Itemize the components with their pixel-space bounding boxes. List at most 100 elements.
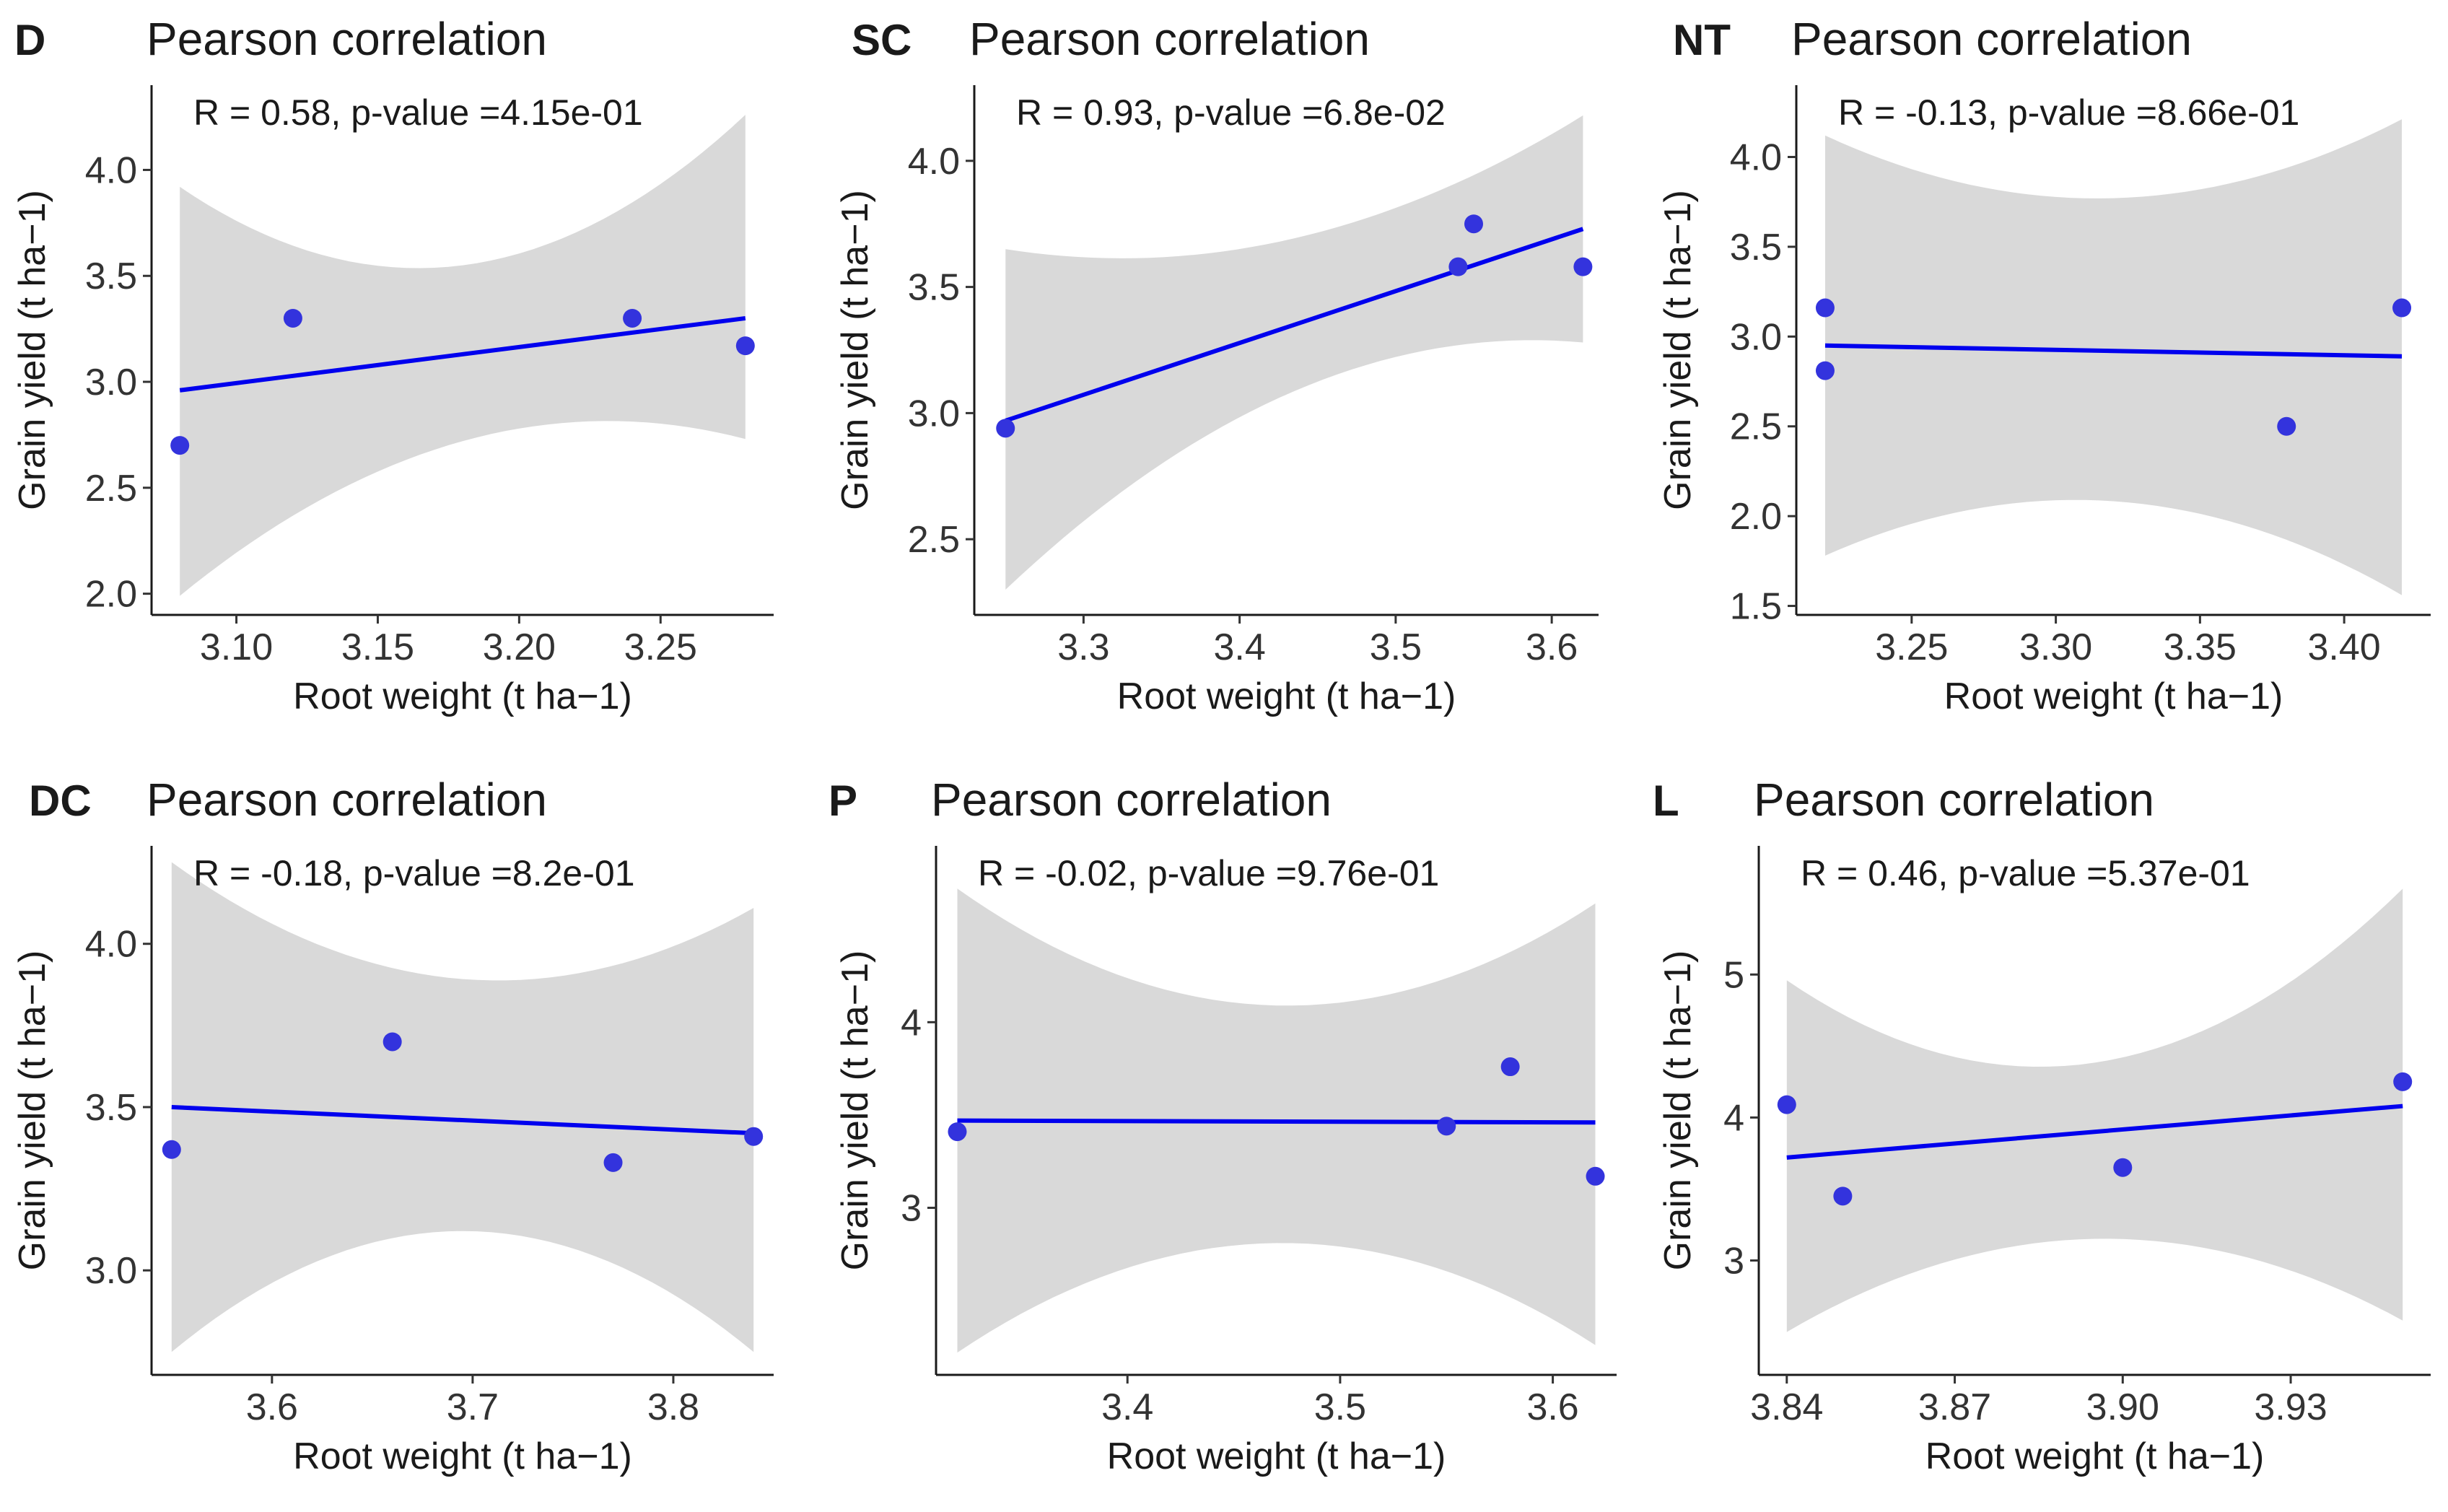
y-tick-label: 2.5	[908, 519, 960, 561]
data-point	[1573, 257, 1593, 276]
x-tick-label: 3.5	[1370, 626, 1422, 668]
y-tick-label: 3.0	[1730, 316, 1782, 358]
panel-letter: D	[14, 16, 45, 64]
data-point	[1586, 1166, 1605, 1186]
x-tick-label: 3.8	[647, 1386, 699, 1428]
data-point	[1815, 361, 1835, 380]
x-tick-label: 3.93	[2254, 1386, 2327, 1428]
x-tick-label: 3.7	[447, 1386, 499, 1428]
stat-annotation: R = -0.13, p-value =8.66e-01	[1838, 92, 2299, 133]
y-tick-label: 3.5	[85, 1087, 137, 1129]
data-point	[1448, 257, 1468, 276]
x-axis-label: Root weight (t ha−1)	[293, 676, 632, 717]
y-axis-label: Grain yield (t ha−1)	[1657, 190, 1699, 510]
confidence-band	[1825, 119, 2402, 595]
x-tick-label: 3.15	[341, 626, 414, 668]
confidence-band	[171, 862, 754, 1353]
regression-line	[1786, 1104, 2403, 1160]
x-tick-label: 3.25	[624, 626, 697, 668]
panel-l: L Pearson correlation 3.84 3.87 3.90 3.93 3 4 5 R…	[1653, 774, 2431, 1477]
confidence-band	[1786, 888, 2403, 1332]
x-tick-label: 3.4	[1101, 1386, 1153, 1428]
data-point	[1437, 1116, 1456, 1136]
panel-letter: DC	[29, 777, 92, 825]
y-axis-label: Grain yield (t ha−1)	[12, 190, 53, 510]
x-tick-label: 3.40	[2308, 626, 2381, 668]
y-tick-label: 5	[1723, 954, 1744, 996]
data-point	[162, 1140, 181, 1159]
panel-title: Pearson correlation	[147, 774, 547, 826]
panel-title: Pearson correlation	[931, 774, 1332, 826]
stat-annotation: R = -0.02, p-value =9.76e-01	[978, 853, 1439, 893]
x-tick-label: 3.30	[2019, 626, 2092, 668]
x-axis-label: Root weight (t ha−1)	[1107, 1435, 1446, 1477]
x-tick-label: 3.84	[1750, 1386, 1823, 1428]
data-point	[283, 308, 302, 328]
panel-letter: SC	[852, 16, 912, 64]
y-tick-label: 4.0	[908, 141, 960, 183]
x-axis-label: Root weight (t ha−1)	[1944, 676, 2283, 717]
data-point	[1777, 1095, 1796, 1114]
panel-d: D Pearson correlation 3.10 3.15 3.20 3.25 2.0 2…	[12, 13, 774, 717]
y-tick-label: 3.0	[908, 393, 960, 434]
y-tick-label: 2.0	[85, 574, 137, 616]
x-tick-label: 3.4	[1213, 626, 1265, 668]
data-point	[996, 419, 1015, 438]
panel-dc: DC Pearson correlation 3.6 3.7 3.8 3.0 3.5 4.0 R…	[12, 774, 774, 1477]
y-tick-label: 3	[901, 1188, 922, 1230]
x-tick-label: 3.3	[1057, 626, 1109, 668]
panel-letter: P	[829, 777, 857, 825]
data-point	[2393, 1072, 2413, 1091]
panel-title: Pearson correlation	[1754, 774, 2154, 826]
x-tick-label: 3.10	[200, 626, 273, 668]
data-point	[170, 436, 190, 455]
data-point	[1500, 1057, 1520, 1077]
data-point	[2277, 416, 2296, 436]
y-tick-label: 4.0	[85, 149, 137, 191]
data-point	[2392, 298, 2412, 318]
stat-annotation: R = 0.93, p-value =6.8e-02	[1016, 92, 1446, 133]
panel-title: Pearson correlation	[1791, 13, 2192, 65]
regression-line	[1824, 343, 2403, 359]
y-tick-label: 3.5	[1730, 227, 1782, 268]
y-tick-label: 3.0	[85, 1250, 137, 1292]
y-tick-label: 2.5	[85, 468, 137, 510]
y-axis-label: Grain yield (t ha−1)	[1657, 951, 1699, 1271]
panel-letter: L	[1653, 777, 1679, 825]
regression-line	[957, 1118, 1596, 1125]
data-point	[744, 1127, 764, 1146]
x-axis-label: Root weight (t ha−1)	[1117, 676, 1456, 717]
y-tick-label: 3	[1723, 1241, 1744, 1282]
y-tick-label: 3.5	[908, 267, 960, 309]
x-tick-label: 3.35	[2164, 626, 2237, 668]
stat-annotation: R = 0.58, p-value =4.15e-01	[193, 92, 643, 133]
y-axis-label: Grain yield (t ha−1)	[834, 951, 876, 1271]
panel-title: Pearson correlation	[147, 13, 547, 65]
regression-line	[179, 315, 746, 393]
x-tick-label: 3.6	[1526, 626, 1578, 668]
x-tick-label: 3.87	[1918, 1386, 1991, 1428]
x-axis-label: Root weight (t ha−1)	[1925, 1435, 2265, 1477]
stat-annotation: R = 0.46, p-value =5.37e-01	[1801, 853, 2250, 893]
regression-line	[171, 1104, 754, 1136]
panel-nt: NT Pearson correlation 3.25 3.30 3.35 3.40 1.5…	[1657, 13, 2431, 717]
panel-letter: NT	[1673, 16, 1731, 64]
confidence-band	[1005, 115, 1583, 590]
y-tick-label: 2.0	[1730, 496, 1782, 538]
y-axis-label: Grain yield (t ha−1)	[834, 190, 876, 510]
y-tick-label: 1.5	[1730, 586, 1782, 628]
data-point	[382, 1032, 402, 1052]
x-tick-label: 3.90	[2086, 1386, 2159, 1428]
y-tick-label: 4.0	[1730, 137, 1782, 179]
data-point	[1464, 214, 1483, 234]
y-tick-label: 4	[901, 1002, 922, 1044]
panel-p: P Pearson correlation 3.4 3.5 3.6 3 4 Root weig…	[829, 774, 1617, 1477]
data-point	[735, 336, 755, 356]
y-axis-label: Grain yield (t ha−1)	[12, 951, 53, 1271]
y-tick-label: 3.5	[85, 255, 137, 297]
x-tick-label: 3.25	[1875, 626, 1948, 668]
y-tick-label: 3.0	[85, 362, 137, 403]
panel-sc: SC Pearson correlation 3.3 3.4 3.5 3.6 2.5 3.0 3…	[834, 13, 1599, 717]
data-point	[1815, 298, 1835, 318]
data-point	[603, 1153, 623, 1172]
